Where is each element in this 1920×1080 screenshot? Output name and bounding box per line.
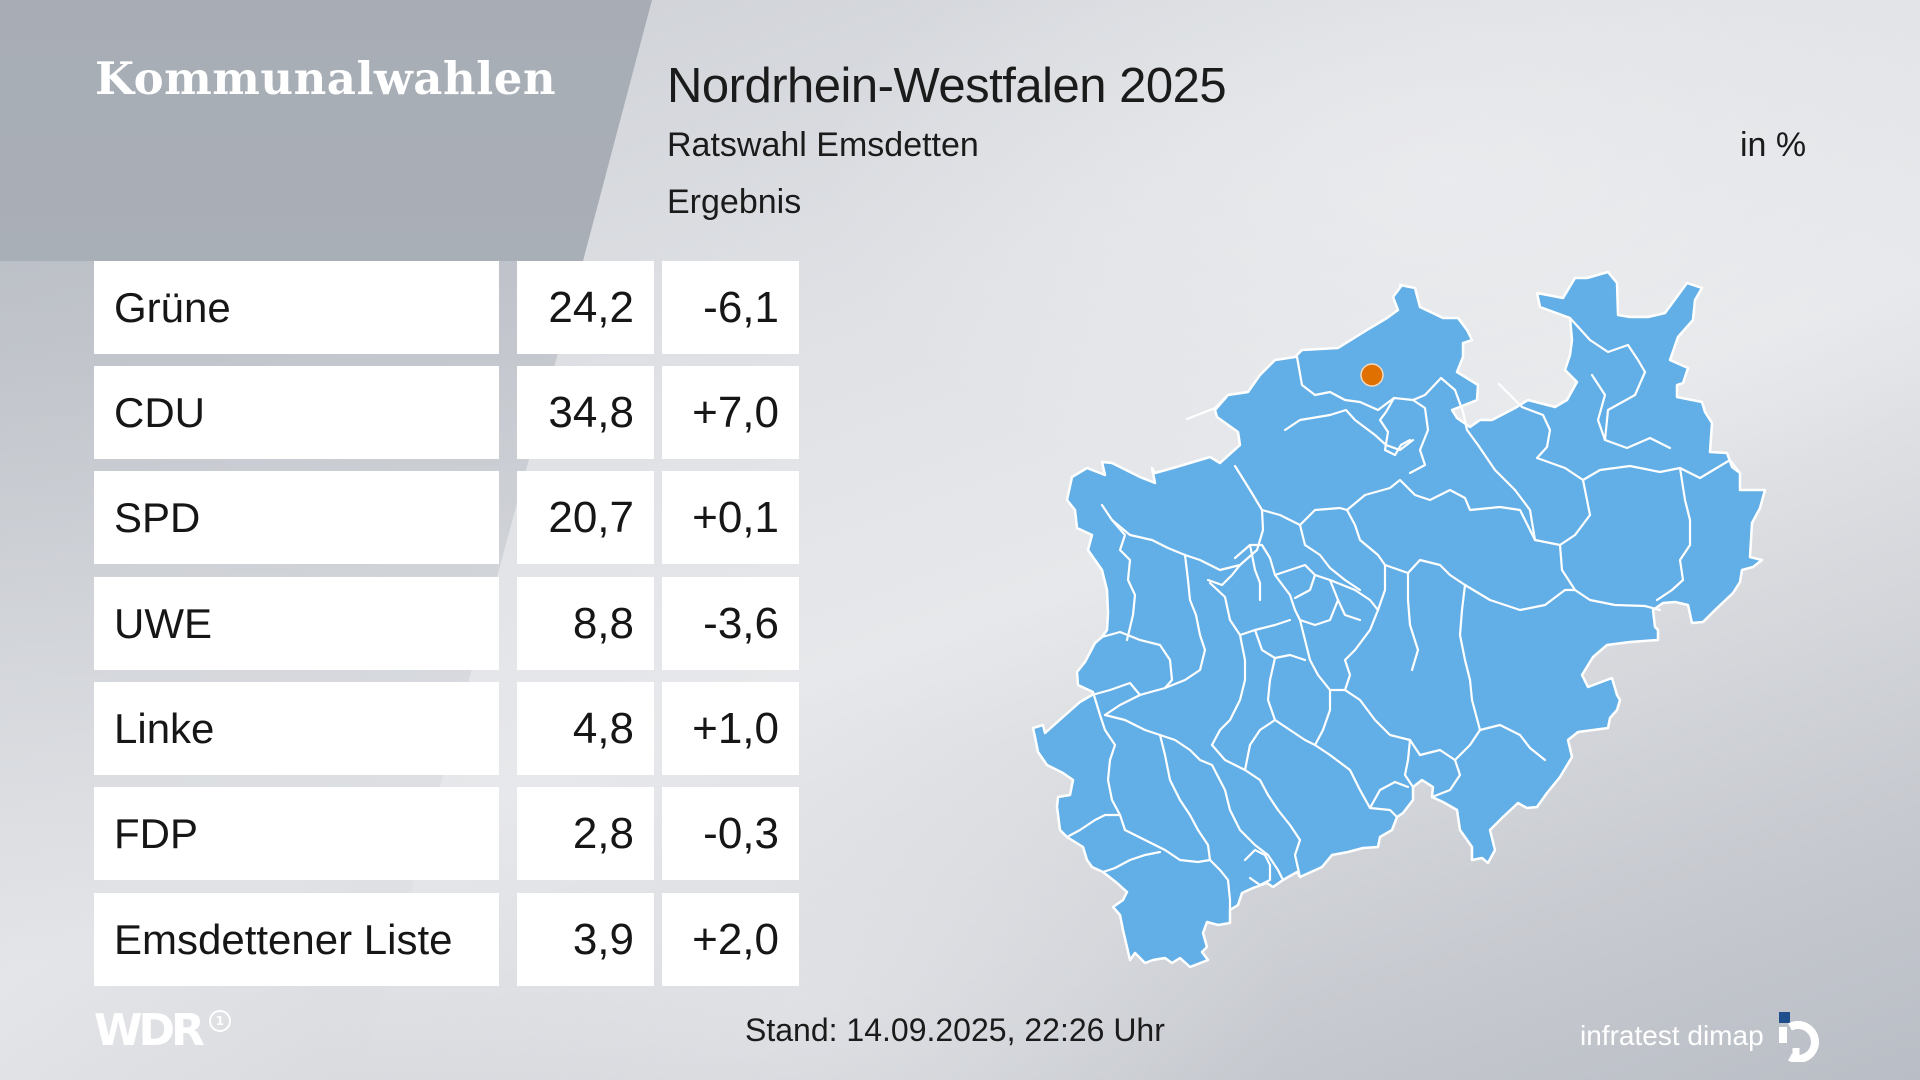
emsdetten-marker[interactable] [1360, 363, 1384, 387]
party-change: +1,0 [662, 682, 799, 775]
party-share: 3,9 [517, 893, 654, 986]
unit-label: in % [1740, 126, 1807, 164]
infratest-dimap-wordmark: infratest dimap [1580, 1020, 1764, 1051]
infratest-dimap-logo: infratest dimap [1580, 1010, 1822, 1062]
party-share: 24,2 [517, 261, 654, 354]
table-row: Linke 4,8 +1,0 [94, 682, 800, 775]
table-row: CDU 34,8 +7,0 [94, 366, 800, 459]
party-share: 8,8 [517, 577, 654, 670]
party-change: -6,1 [662, 261, 799, 354]
table-row: Grüne 24,2 -6,1 [94, 261, 800, 354]
election-subtitle: Ratswahl Emsdetten [667, 126, 979, 164]
timestamp: Stand: 14.09.2025, 22:26 Uhr [745, 1012, 1165, 1048]
table-row: FDP 2,8 -0,3 [94, 787, 800, 880]
party-share: 2,8 [517, 787, 654, 880]
page-title: Nordrhein-Westfalen 2025 [667, 59, 1227, 113]
table-row: SPD 20,7 +0,1 [94, 471, 800, 564]
brand-title: Kommunalwahlen [95, 52, 557, 105]
result-label: Ergebnis [667, 183, 802, 221]
party-name: CDU [94, 366, 499, 459]
party-name: Linke [94, 682, 499, 775]
party-name: Emsdettener Liste [94, 893, 499, 986]
party-change: +2,0 [662, 893, 799, 986]
party-share: 20,7 [517, 471, 654, 564]
party-name: SPD [94, 471, 499, 564]
district-borders [1065, 316, 1742, 912]
party-share: 4,8 [517, 682, 654, 775]
table-row: UWE 8,8 -3,6 [94, 577, 800, 670]
party-change: +7,0 [662, 366, 799, 459]
wdr-wordmark: WDR [94, 1005, 205, 1056]
party-name: FDP [94, 787, 499, 880]
nrw-outline [1031, 270, 1767, 969]
party-name: UWE [94, 577, 499, 670]
party-change: -0,3 [662, 787, 799, 880]
wdr-logo: WDR 1 [94, 1008, 231, 1054]
party-change: +0,1 [662, 471, 799, 564]
party-name: Grüne [94, 261, 499, 354]
ard-one-icon: 1 [208, 1010, 231, 1032]
table-row: Emsdettener Liste 3,9 +2,0 [94, 893, 800, 986]
party-share: 34,8 [517, 366, 654, 459]
nrw-land [1031, 270, 1767, 969]
infratest-dimap-icon [1778, 1012, 1819, 1062]
party-change: -3,6 [662, 577, 799, 670]
